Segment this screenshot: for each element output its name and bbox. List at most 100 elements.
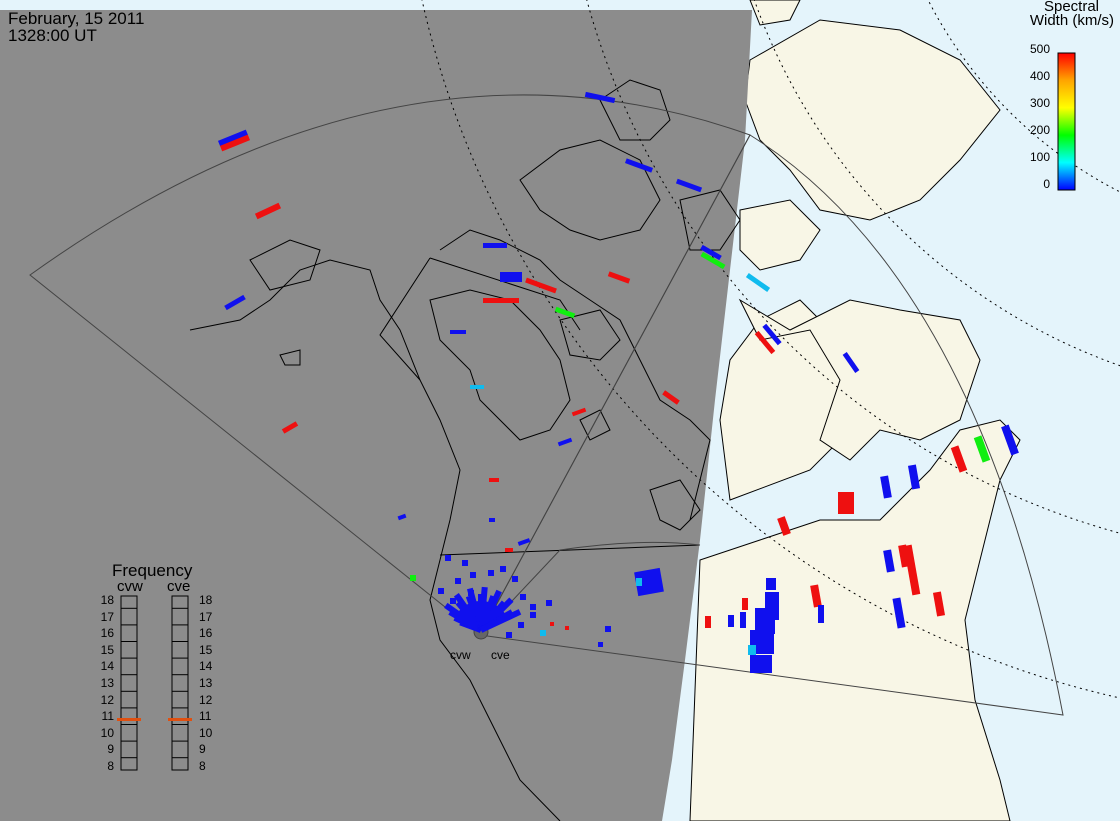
frequency-scale-left: 16 bbox=[100, 626, 114, 641]
radar-field-of-view bbox=[29, 94, 1064, 716]
scatter-cell bbox=[880, 475, 892, 499]
scatter-cell bbox=[489, 518, 495, 522]
scatter-cell bbox=[540, 630, 546, 636]
scatter-cell bbox=[754, 330, 776, 355]
scatter-cell bbox=[700, 244, 722, 261]
scatter-cell bbox=[584, 91, 616, 104]
scatter-cell bbox=[397, 513, 407, 521]
scatter-cell bbox=[505, 548, 513, 552]
scatter-cell bbox=[495, 610, 501, 616]
spectral-width-colorbar bbox=[1057, 52, 1076, 191]
scatter-cell bbox=[546, 600, 552, 606]
scatter-cell bbox=[755, 608, 775, 634]
scatter-cell bbox=[973, 435, 991, 463]
scatter-cell bbox=[410, 575, 416, 581]
frequency-scale-right: 13 bbox=[199, 676, 213, 690]
scatter-cell bbox=[903, 544, 921, 596]
frequency-title: Frequency bbox=[112, 561, 193, 580]
scatter-cell bbox=[883, 549, 895, 573]
frequency-scale-right: 12 bbox=[199, 692, 213, 707]
frequency-scale-right: 14 bbox=[199, 659, 213, 674]
scatter-cell bbox=[728, 615, 734, 627]
legend-title-line1: Spectral bbox=[1043, 0, 1099, 15]
time-label: 1328:00 UT bbox=[8, 26, 97, 45]
station-label-cvw: cvw bbox=[450, 648, 471, 662]
scatter-cell bbox=[777, 516, 791, 536]
scatter-cell bbox=[217, 129, 249, 147]
scatter-cell bbox=[219, 134, 251, 152]
radar-name-cvw: cvw bbox=[117, 578, 143, 595]
frequency-bars bbox=[117, 595, 192, 771]
colorbar-gradient bbox=[1057, 52, 1076, 191]
scatter-cell bbox=[810, 584, 822, 608]
legend-tick-label: 0 bbox=[1043, 177, 1050, 191]
scatter-cell bbox=[745, 272, 771, 293]
scatter-cell bbox=[624, 158, 654, 173]
scatter-cell bbox=[525, 277, 557, 294]
frequency-scale-right: 8 bbox=[199, 759, 206, 773]
frequency-scale-right: 15 bbox=[199, 642, 213, 657]
frequency-scale-left: 11 bbox=[101, 709, 114, 724]
legend-tick-label: 100 bbox=[1029, 150, 1050, 164]
frequency-scale-left: 15 bbox=[100, 642, 114, 657]
scatter-cell bbox=[705, 616, 711, 628]
legend-title-line2: Width (km/s) bbox=[1029, 12, 1114, 29]
frequency-scale-left: 14 bbox=[100, 659, 114, 674]
legend-tick-label: 500 bbox=[1029, 42, 1050, 56]
scatter-cell bbox=[462, 560, 468, 566]
scatter-cell bbox=[557, 437, 573, 447]
scatter-cell bbox=[598, 642, 603, 647]
scatter-cell bbox=[483, 298, 519, 303]
scatter-cell bbox=[740, 612, 746, 628]
scatter-cell bbox=[675, 178, 703, 193]
frequency-bar bbox=[120, 595, 138, 771]
scatter-cell bbox=[565, 626, 569, 630]
date-label: February, 15 2011 bbox=[8, 9, 145, 28]
scatter-cell bbox=[762, 323, 782, 346]
scatter-cell bbox=[750, 655, 772, 673]
scatter-cell bbox=[455, 578, 461, 584]
frequency-scale-right: 18 bbox=[199, 593, 213, 607]
day-land bbox=[689, 0, 1021, 821]
backscatter-cells bbox=[217, 91, 1019, 673]
scatter-cell bbox=[571, 407, 587, 417]
scatter-cell bbox=[748, 645, 756, 655]
frequency-bar bbox=[171, 595, 189, 771]
scatter-cell bbox=[766, 578, 776, 590]
scatter-cell bbox=[445, 555, 451, 561]
scatter-cell bbox=[488, 570, 494, 576]
frequency-scale-right: 16 bbox=[199, 626, 213, 641]
scatter-cell bbox=[607, 271, 631, 284]
scatter-cell bbox=[281, 421, 299, 434]
station-label-cve: cve bbox=[491, 648, 510, 662]
scatter-cell bbox=[506, 632, 512, 638]
scatter-cell bbox=[517, 538, 531, 546]
radar-name-cve: cve bbox=[167, 578, 191, 595]
scatter-cell bbox=[636, 578, 642, 586]
scatter-cell bbox=[932, 591, 946, 617]
frequency-scale-right: 17 bbox=[199, 609, 213, 624]
legend-tick-label: 300 bbox=[1029, 96, 1050, 110]
scatter-cell bbox=[483, 243, 507, 248]
frequency-scale-left: 10 bbox=[100, 725, 114, 740]
scatter-cell bbox=[254, 202, 282, 220]
scatter-cell bbox=[700, 251, 726, 270]
scatter-cell bbox=[500, 566, 506, 572]
scatter-cell bbox=[742, 598, 748, 610]
frequency-scale-left: 13 bbox=[100, 676, 114, 690]
frequency-scale-right: 11 bbox=[199, 709, 212, 724]
borders bbox=[379, 257, 701, 556]
frequency-scale-left: 9 bbox=[107, 742, 114, 757]
scatter-cell bbox=[470, 572, 476, 578]
scatter-cell bbox=[530, 612, 536, 618]
scatter-cell bbox=[892, 597, 906, 629]
scatter-cell bbox=[550, 622, 554, 626]
scatter-cell bbox=[489, 478, 499, 482]
scatter-cell bbox=[634, 567, 664, 597]
scatter-cell bbox=[838, 492, 854, 514]
frequency-scale-left: 17 bbox=[100, 609, 114, 624]
scatter-cell bbox=[512, 576, 518, 582]
scatter-cell bbox=[950, 445, 968, 473]
frequency-scale-right: 9 bbox=[199, 742, 206, 757]
